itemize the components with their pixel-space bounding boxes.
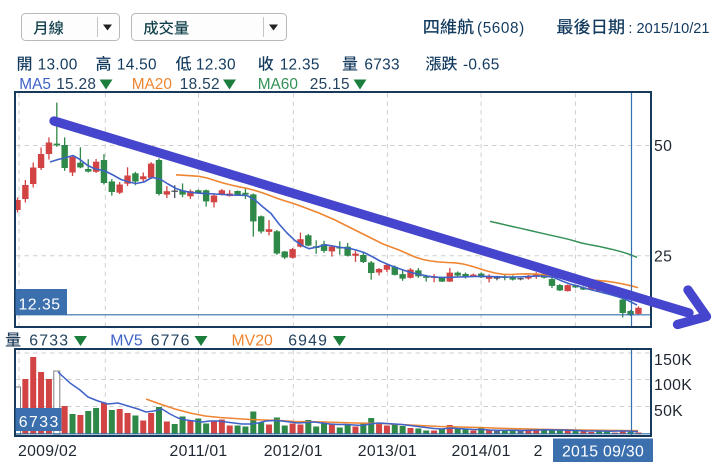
svg-text:2009/02: 2009/02: [18, 443, 77, 460]
svg-text:14.50: 14.50: [117, 57, 157, 74]
svg-text:MA20: MA20: [132, 76, 172, 93]
svg-text:100K: 100K: [654, 377, 692, 394]
svg-text:6733: 6733: [364, 57, 399, 74]
svg-text:6949: 6949: [288, 333, 328, 350]
svg-text:15.28: 15.28: [56, 76, 96, 93]
svg-text:: 2015/10/21: : 2015/10/21: [628, 21, 709, 37]
svg-text:MA60: MA60: [258, 76, 298, 93]
svg-text:12.30: 12.30: [196, 57, 236, 74]
svg-text:6776: 6776: [151, 333, 191, 350]
svg-text:2: 2: [534, 443, 543, 460]
svg-text:2014/01: 2014/01: [451, 443, 510, 460]
svg-text:12.35: 12.35: [19, 297, 61, 314]
svg-text:12.35: 12.35: [280, 57, 320, 74]
svg-text:150K: 150K: [654, 352, 692, 369]
svg-text:MV20: MV20: [232, 333, 273, 350]
svg-text:2015 09/30: 2015 09/30: [562, 444, 644, 461]
svg-text:18.52: 18.52: [180, 76, 220, 93]
svg-text:-0.65: -0.65: [463, 57, 500, 74]
svg-text:2011/01: 2011/01: [169, 443, 227, 460]
svg-text:25.15: 25.15: [310, 76, 350, 93]
svg-text:50K: 50K: [654, 403, 683, 420]
svg-text:MV5: MV5: [110, 333, 143, 350]
svg-text:50: 50: [654, 138, 672, 155]
svg-text:13.00: 13.00: [38, 57, 78, 74]
svg-text:MA5: MA5: [19, 76, 51, 93]
svg-text:6733: 6733: [19, 414, 60, 431]
svg-text:25: 25: [654, 248, 672, 265]
svg-text:2013/01: 2013/01: [358, 443, 417, 460]
svg-text:2012/01: 2012/01: [264, 443, 323, 460]
svg-text:6733: 6733: [29, 333, 69, 350]
svg-text:(5608): (5608): [477, 20, 525, 37]
